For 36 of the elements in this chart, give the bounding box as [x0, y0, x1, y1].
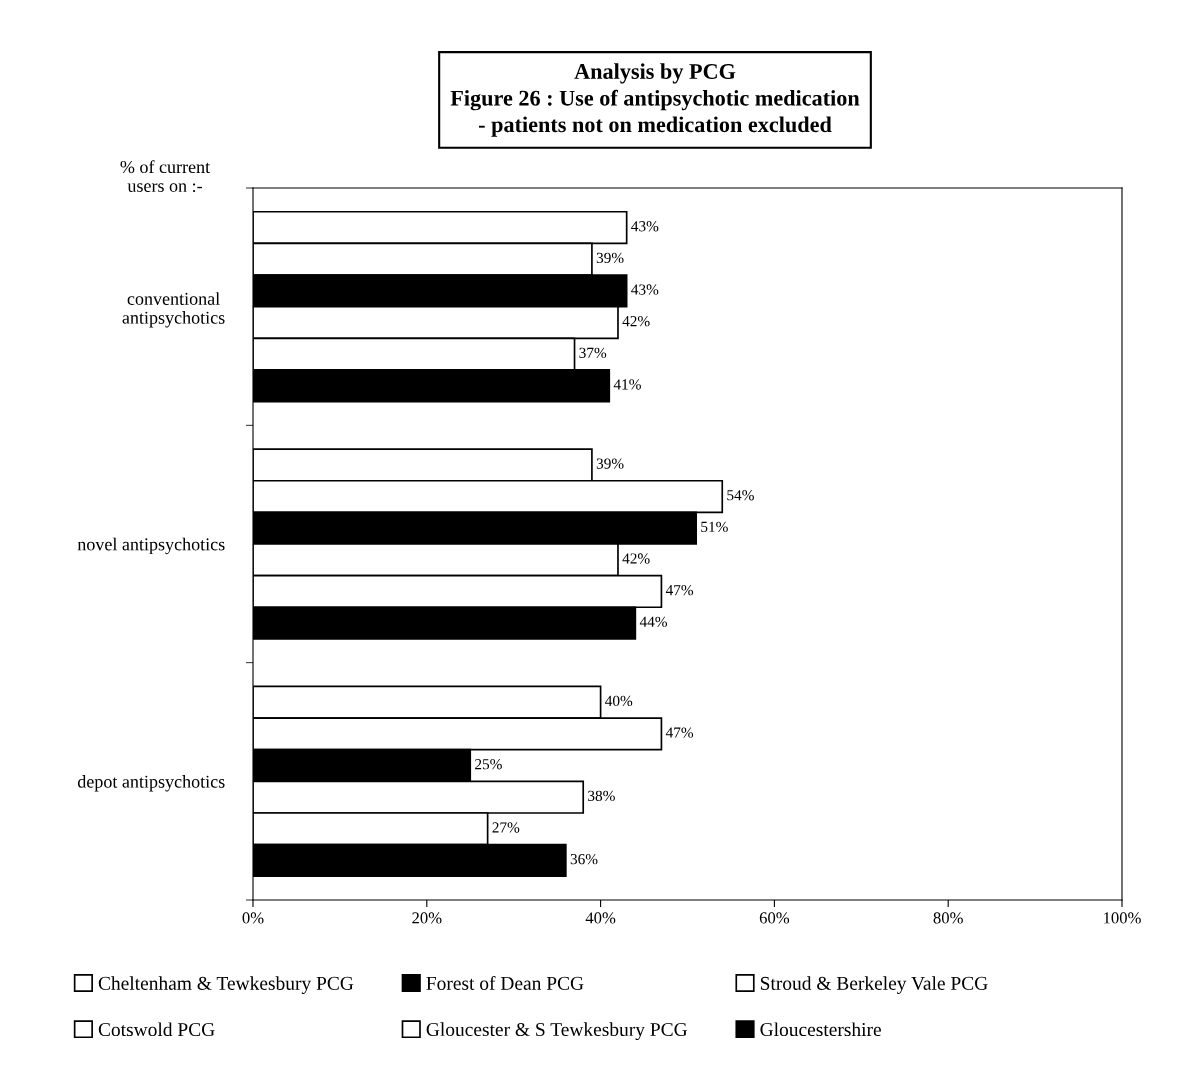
data-label: 36%	[570, 853, 598, 865]
legend-label: Gloucester & S Tewkesbury PCG	[426, 1022, 688, 1041]
chart-title: Analysis by PCG	[574, 63, 736, 84]
data-label: 25%	[475, 759, 502, 770]
legend-label: Forest of Dean PCG	[426, 976, 584, 990]
legend-label: Cotswold PCG	[98, 1022, 215, 1037]
data-label: 39%	[596, 458, 624, 469]
data-label: 44%	[639, 616, 668, 627]
x-tick-label: 40%	[585, 912, 616, 924]
legend-label: Gloucestershire	[760, 1022, 881, 1037]
data-label: 41%	[613, 379, 641, 390]
data-label: 37%	[579, 347, 607, 359]
y-tick-label: novel antipsychotics	[77, 537, 225, 555]
data-label: 27%	[492, 822, 520, 833]
x-tick-label: 80%	[933, 912, 963, 924]
data-label: 42%	[622, 553, 650, 564]
data-label: 51%	[701, 521, 728, 533]
data-label: 43%	[631, 284, 659, 295]
legend-label: Cheltenham & Tewkesbury PCG	[98, 976, 354, 994]
data-label: 39%	[596, 252, 624, 264]
data-label: 47%	[665, 584, 694, 596]
data-label: 47%	[665, 727, 694, 738]
data-label: 40%	[605, 695, 633, 707]
x-tick-label: 20%	[412, 912, 442, 924]
y-tick-label: conventional antipsychotics	[122, 292, 225, 328]
legend-label: Stroud & Berkeley Vale PCG	[760, 976, 988, 994]
data-label: 38%	[588, 790, 615, 802]
data-label: 42%	[622, 316, 650, 327]
x-tick-label: 100%	[1104, 912, 1141, 924]
x-tick-label: 60%	[759, 912, 790, 924]
x-tick-label: 0%	[242, 912, 264, 924]
data-label: 54%	[727, 490, 754, 501]
y-tick-label: depot antipsychotics	[77, 775, 225, 792]
data-label: 43%	[631, 221, 659, 232]
y-axis-title: % of current users on :-	[120, 160, 211, 193]
chart-subtitle: Figure 26 : Use of antipsychotic medication - patients not on medication excluded	[450, 89, 860, 137]
